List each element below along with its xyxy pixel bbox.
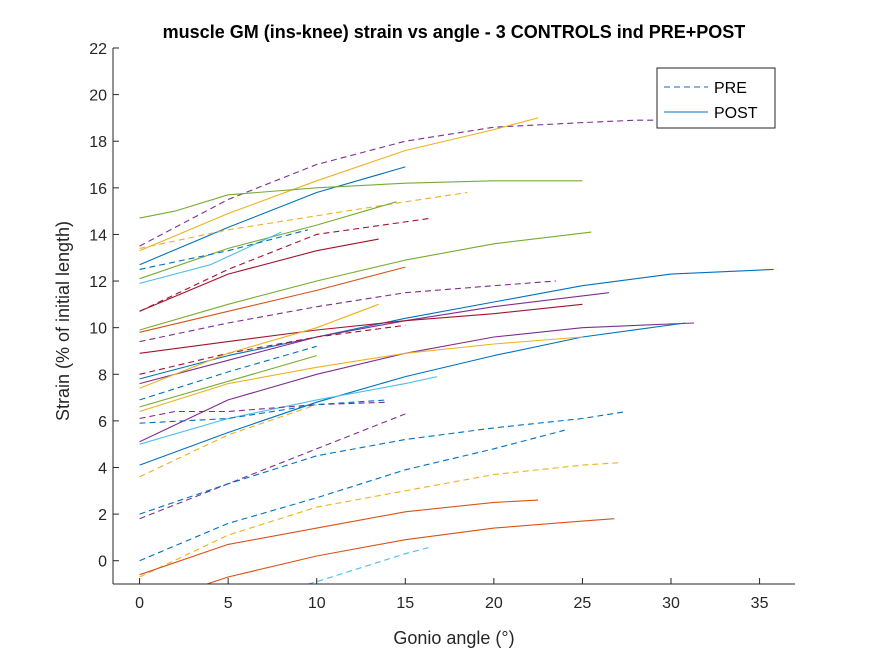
x-tick-label: 10: [308, 595, 326, 612]
y-axis-label: Strain (% of initial length): [53, 221, 73, 421]
legend-post-label: POST: [714, 105, 758, 122]
series-line-22-pre: [139, 345, 317, 401]
legend: PRE POST: [656, 67, 776, 129]
axes: 0 5 10 15 20 25 30 35 0 2 4 6 8 10 12 14 16 18 20 22: [89, 41, 795, 612]
x-tick-label: 30: [662, 595, 680, 612]
y-tick-label: 2: [98, 507, 107, 524]
y-tick-label: 20: [89, 88, 107, 105]
x-tick-label: 0: [135, 595, 144, 612]
series-line-3-post: [139, 166, 406, 266]
x-tick-label: 20: [485, 595, 503, 612]
series-line-30-pre: [139, 429, 565, 562]
series-line-23-post: [139, 376, 438, 445]
x-tick-label: 25: [574, 595, 592, 612]
series-line-32-post: [139, 499, 539, 576]
y-tick-label: 8: [98, 367, 107, 384]
y-tick-label: 6: [98, 414, 107, 431]
series-line-6-pre: [139, 217, 432, 312]
y-tick-label: 0: [98, 554, 107, 571]
series-line-33-post: [206, 518, 615, 584]
plot-area: [139, 117, 774, 584]
series-line-5-pre: [139, 191, 468, 249]
legend-pre-label: PRE: [714, 80, 747, 97]
y-tick-label: 22: [89, 41, 107, 58]
series-line-14-pre: [139, 280, 556, 343]
series-line-28-pre: [139, 413, 406, 520]
y-tick-label: 14: [89, 227, 107, 244]
series-line-13-post: [139, 266, 406, 333]
series-line-31-pre: [139, 462, 618, 578]
series-line-10-post: [139, 238, 379, 312]
y-tick-label: 12: [89, 274, 107, 291]
y-tick-label: 4: [98, 460, 107, 477]
y-tick-label: 10: [89, 321, 107, 338]
series-line-15-post: [139, 292, 610, 385]
series-line-9-pre: [139, 229, 309, 270]
y-tick-label: 16: [89, 181, 107, 198]
series-line-4-post: [139, 180, 583, 219]
series-line-26-post: [139, 355, 317, 408]
series-line-2-post: [139, 117, 539, 252]
x-axis-label: Gonio angle (°): [393, 628, 514, 648]
series-line-27-pre: [139, 404, 317, 478]
series-line-11-post: [139, 231, 592, 331]
y-tick-label: 18: [89, 134, 107, 151]
series-line-34-pre: [307, 546, 433, 584]
x-tick-label: 5: [224, 595, 233, 612]
series-line-21-post: [139, 303, 379, 389]
series-line-16-post: [139, 303, 583, 354]
series-line-25-pre: [139, 399, 388, 424]
series-line-24-pre: [139, 401, 388, 420]
series-line-29-pre: [139, 410, 627, 515]
x-tick-label: 15: [396, 595, 414, 612]
legend-box: [656, 67, 776, 129]
x-tick-label: 35: [751, 595, 769, 612]
chart-title: muscle GM (ins-knee) strain vs angle - 3…: [163, 22, 746, 42]
series-line-20-pre: [139, 324, 406, 375]
series-line-12-post: [139, 268, 774, 380]
series-line-19-post: [139, 336, 583, 413]
